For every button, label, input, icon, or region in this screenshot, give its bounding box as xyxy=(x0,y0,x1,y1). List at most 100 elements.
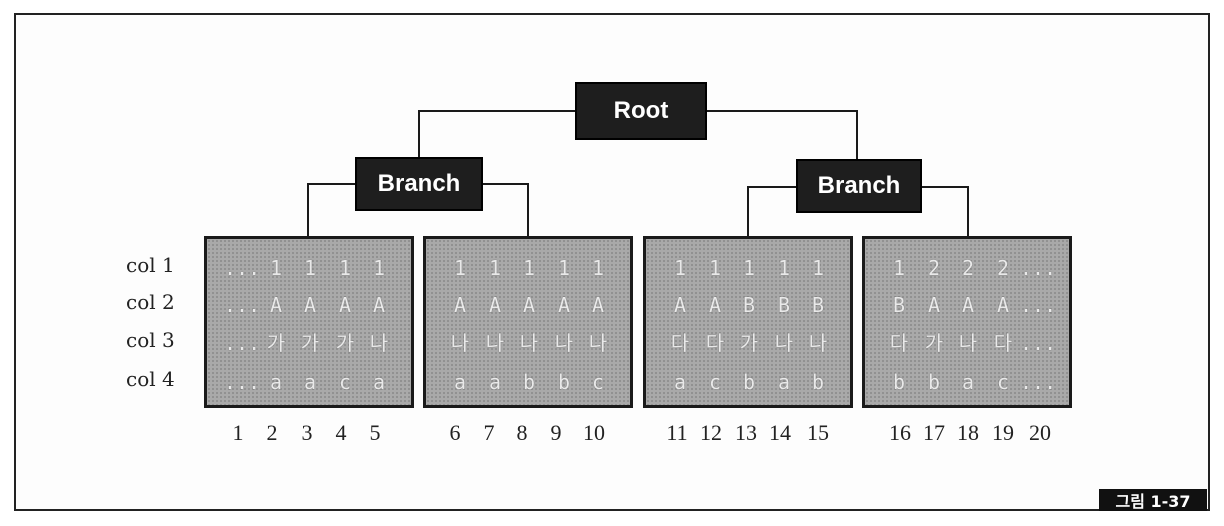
row-label-col3: col 3 xyxy=(126,328,175,352)
row-number: 1 xyxy=(232,420,244,445)
row-number: 13 xyxy=(735,420,757,445)
leaf-cell: 1 xyxy=(269,256,283,280)
leaf-cell: 1 xyxy=(303,256,317,280)
leaf-cell: A xyxy=(708,293,722,317)
row-number: 7 xyxy=(483,420,495,445)
leaf-cell: 1 xyxy=(892,256,906,280)
leaf-cell: c xyxy=(338,370,352,394)
row-number: 19 xyxy=(992,420,1014,445)
leaf-cell: c xyxy=(708,370,722,394)
leaf-cell: b xyxy=(522,370,536,394)
leaf-cell: 가 xyxy=(300,331,320,355)
leaf-cell: 나 xyxy=(485,331,505,355)
leaf-cell: ... xyxy=(224,331,261,355)
row-number: 5 xyxy=(369,420,381,445)
leaf-cell: ... xyxy=(1020,256,1057,280)
leaf-cell: b xyxy=(742,370,756,394)
leaf-cell: b xyxy=(892,370,906,394)
leaf-cell: 1 xyxy=(338,256,352,280)
row-number: 10 xyxy=(583,420,605,445)
leaf-row: ... 1 1 1 1 xyxy=(207,253,411,283)
leaf-block-4: 1 2 2 2... B A A A... 다 가 나 다... b b a c... xyxy=(862,236,1072,408)
leaf-cell: 나 xyxy=(958,331,978,355)
leaf-cell: ... xyxy=(1020,331,1057,355)
row-number: 3 xyxy=(301,420,313,445)
leaf-cell: 나 xyxy=(450,331,470,355)
row-number: 14 xyxy=(769,420,791,445)
leaf-cell: A xyxy=(372,293,386,317)
leaf-cell: 1 xyxy=(811,256,825,280)
row-number: 15 xyxy=(807,420,829,445)
leaf-cell: A xyxy=(303,293,317,317)
leaf-cell: 1 xyxy=(372,256,386,280)
row-number: 6 xyxy=(449,420,461,445)
leaf-cell: 가 xyxy=(739,331,759,355)
leaf-cell: A xyxy=(961,293,975,317)
leaf-cell: ... xyxy=(224,293,261,317)
row-label-col4: col 4 xyxy=(126,367,175,391)
leaf-cell: 1 xyxy=(673,256,687,280)
leaf-cell: 1 xyxy=(777,256,791,280)
leaf-row: ... a a c a xyxy=(207,367,411,397)
leaf-cell: B xyxy=(742,293,756,317)
branch-node-left: Branch xyxy=(355,157,483,211)
leaf-cell: 2 xyxy=(961,256,975,280)
row-label-col2: col 2 xyxy=(126,290,175,314)
leaf-cell: B xyxy=(892,293,906,317)
leaf-cell: b xyxy=(811,370,825,394)
row-number: 8 xyxy=(516,420,528,445)
leaf-row: 다 가 나 다... xyxy=(865,328,1069,358)
row-number: 16 xyxy=(889,420,911,445)
leaf-cell: 2 xyxy=(927,256,941,280)
row-label-col1: col 1 xyxy=(126,253,175,277)
leaf-cell: b xyxy=(927,370,941,394)
row-number: 18 xyxy=(957,420,979,445)
leaf-cell: ... xyxy=(224,256,261,280)
leaf-cell: 2 xyxy=(996,256,1010,280)
leaf-cell: A xyxy=(522,293,536,317)
leaf-cell: A xyxy=(488,293,502,317)
leaf-cell: 나 xyxy=(369,331,389,355)
leaf-cell: 가 xyxy=(266,331,286,355)
leaf-block-1: ... 1 1 1 1... A A A A... 가 가 가 나... a a c a xyxy=(204,236,414,408)
leaf-cell: 다 xyxy=(705,331,725,355)
root-node: Root xyxy=(575,82,707,140)
row-number: 2 xyxy=(266,420,278,445)
leaf-row: ... A A A A xyxy=(207,290,411,320)
leaf-cell: a xyxy=(961,370,975,394)
leaf-cell: 1 xyxy=(742,256,756,280)
leaf-cell: a xyxy=(673,370,687,394)
row-number: 9 xyxy=(550,420,562,445)
leaf-row: 1 2 2 2... xyxy=(865,253,1069,283)
leaf-cell: a xyxy=(303,370,317,394)
row-number: 17 xyxy=(923,420,945,445)
leaf-cell: A xyxy=(557,293,571,317)
leaf-cell: 나 xyxy=(519,331,539,355)
leaf-cell: A xyxy=(338,293,352,317)
leaf-cell: 1 xyxy=(708,256,722,280)
leaf-cell: 1 xyxy=(591,256,605,280)
edge-root-branch-right xyxy=(707,110,858,159)
leaf-cell: B xyxy=(777,293,791,317)
edge-branch-left-leaf-1 xyxy=(307,183,355,236)
edge-branch-left-leaf-2 xyxy=(483,183,529,236)
row-number: 12 xyxy=(700,420,722,445)
leaf-cell: A xyxy=(673,293,687,317)
leaf-cell: 1 xyxy=(453,256,467,280)
leaf-cell: A xyxy=(453,293,467,317)
leaf-cell: ... xyxy=(1020,293,1057,317)
leaf-cell: 나 xyxy=(588,331,608,355)
leaf-cell: 1 xyxy=(488,256,502,280)
leaf-cell: A xyxy=(591,293,605,317)
leaf-cell: a xyxy=(453,370,467,394)
leaf-cell: 1 xyxy=(557,256,571,280)
leaf-cell: a xyxy=(372,370,386,394)
